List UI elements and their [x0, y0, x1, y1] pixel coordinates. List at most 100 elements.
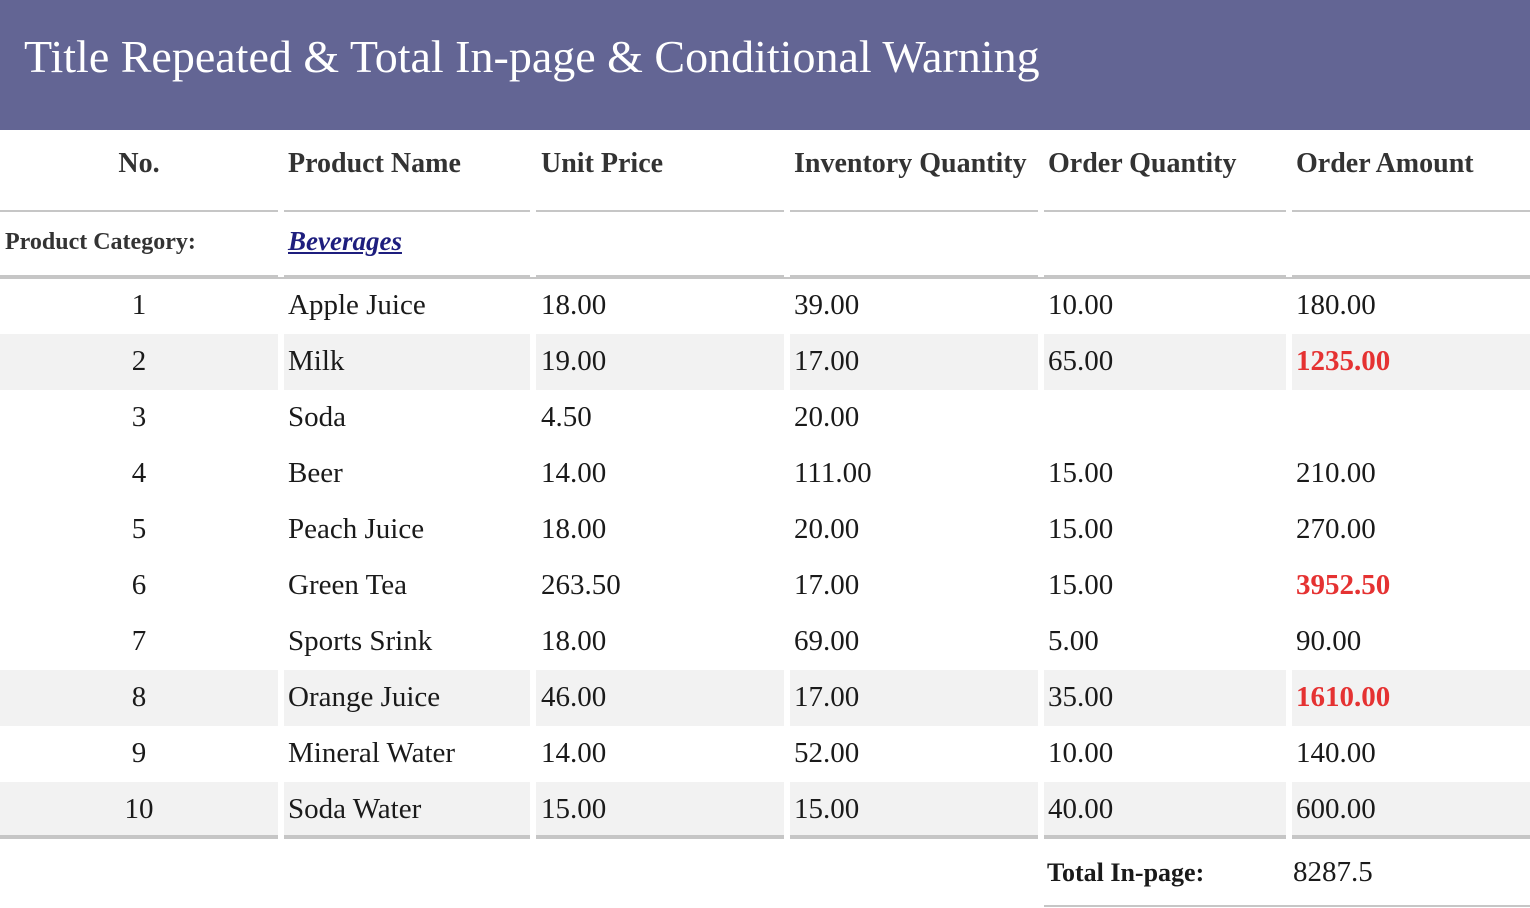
header-divider: [1044, 210, 1286, 212]
table-cell: 14.00: [541, 457, 607, 489]
column-gap: [530, 334, 536, 390]
table-cell: 15.00: [1048, 569, 1114, 601]
column-header: Product Name: [288, 148, 461, 179]
table-cell: 65.00: [1048, 345, 1114, 377]
table-cell: 69.00: [794, 625, 860, 657]
category-label: Product Category:: [5, 229, 196, 255]
column-gap: [1038, 334, 1044, 390]
table-cell: 20.00: [794, 513, 860, 545]
table-cell: Peach Juice: [288, 513, 425, 545]
row-number: 3: [131, 401, 147, 433]
table-cell: 90.00: [1296, 625, 1362, 657]
column-gap: [278, 334, 284, 390]
row-number: 7: [131, 625, 147, 657]
column-gap: [784, 670, 790, 726]
table-cell: 17.00: [794, 569, 860, 601]
table-cell: Orange Juice: [288, 681, 441, 713]
row-number: 8: [131, 681, 147, 713]
table-cell: 15.00: [1048, 513, 1114, 545]
header-divider: [0, 210, 278, 212]
total-value: 8287.5: [1293, 856, 1373, 888]
column-gap: [784, 782, 790, 836]
table-cell: 1235.00: [1296, 345, 1391, 377]
table-cell: 39.00: [794, 289, 860, 321]
table-cell: 270.00: [1296, 513, 1376, 545]
table-cell: 18.00: [541, 289, 607, 321]
table-cell: 40.00: [1048, 793, 1114, 825]
footer-divider: [284, 835, 530, 839]
table-cell: Sports Srink: [288, 625, 433, 657]
table-cell: 15.00: [541, 793, 607, 825]
table-cell: 180.00: [1296, 289, 1376, 321]
footer-divider: [1292, 835, 1530, 839]
column-gap: [278, 670, 284, 726]
column-gap: [278, 782, 284, 836]
column-header: No.: [118, 148, 160, 179]
table-cell: Soda: [288, 401, 346, 433]
row-number: 9: [131, 737, 147, 769]
category-divider-full: [0, 277, 1530, 279]
table-cell: 10.00: [1048, 289, 1114, 321]
table-cell: 4.50: [541, 401, 592, 433]
table-cell: 3952.50: [1296, 569, 1391, 601]
column-header: Inventory Quantity: [794, 148, 1027, 179]
table-cell: 17.00: [794, 681, 860, 713]
table-cell: 5.00: [1048, 625, 1099, 657]
table-row-shading: [0, 782, 1530, 836]
row-number: 4: [131, 457, 147, 489]
column-gap: [1038, 782, 1044, 836]
table-row-shading: [0, 334, 1530, 390]
table-cell: 600.00: [1296, 793, 1376, 825]
table-cell: Mineral Water: [288, 737, 456, 769]
footer-divider: [0, 835, 278, 839]
report-title-bar: Title Repeated & Total In-page & Conditi…: [0, 0, 1530, 130]
footer-divider: [1044, 835, 1286, 839]
column-gap: [1286, 334, 1292, 390]
total-label: Total In-page:: [1047, 858, 1205, 887]
table-cell: 20.00: [794, 401, 860, 433]
row-number: 10: [124, 793, 154, 825]
table-cell: Milk: [288, 345, 345, 377]
table-row-shading: [0, 670, 1530, 726]
column-gap: [1286, 670, 1292, 726]
column-gap: [1286, 782, 1292, 836]
footer-divider: [790, 835, 1038, 839]
column-gap: [1038, 670, 1044, 726]
footer-divider: [536, 835, 784, 839]
column-header: Order Quantity: [1048, 148, 1237, 179]
table-cell: 35.00: [1048, 681, 1114, 713]
table-cell: 210.00: [1296, 457, 1376, 489]
header-divider: [1292, 210, 1530, 212]
table-cell: 10.00: [1048, 737, 1114, 769]
row-number: 6: [131, 569, 147, 601]
table-cell: 18.00: [541, 513, 607, 545]
table-cell: Soda Water: [288, 793, 422, 825]
bottom-line: [1044, 905, 1530, 907]
category-link[interactable]: Beverages: [288, 226, 402, 256]
table-cell: 1610.00: [1296, 681, 1391, 713]
header-divider: [284, 210, 530, 212]
column-gap: [530, 670, 536, 726]
table-cell: Apple Juice: [288, 289, 426, 321]
table-cell: 263.50: [541, 569, 621, 601]
table-cell: Green Tea: [288, 569, 408, 601]
row-number: 1: [131, 289, 147, 321]
column-gap: [530, 782, 536, 836]
table-cell: Beer: [288, 457, 343, 489]
table-cell: 14.00: [541, 737, 607, 769]
header-divider: [536, 210, 784, 212]
report-title: Title Repeated & Total In-page & Conditi…: [24, 31, 1040, 82]
table-cell: 17.00: [794, 345, 860, 377]
column-gap: [784, 334, 790, 390]
table-cell: 18.00: [541, 625, 607, 657]
row-number: 2: [131, 345, 147, 377]
header-divider: [790, 210, 1038, 212]
row-number: 5: [131, 513, 147, 545]
table-cell: 15.00: [1048, 457, 1114, 489]
table-cell: 19.00: [541, 345, 607, 377]
column-header: Order Amount: [1296, 148, 1474, 179]
table-cell: 52.00: [794, 737, 860, 769]
table-cell: 111.00: [794, 457, 872, 489]
table-cell: 46.00: [541, 681, 607, 713]
table-cell: 15.00: [794, 793, 860, 825]
